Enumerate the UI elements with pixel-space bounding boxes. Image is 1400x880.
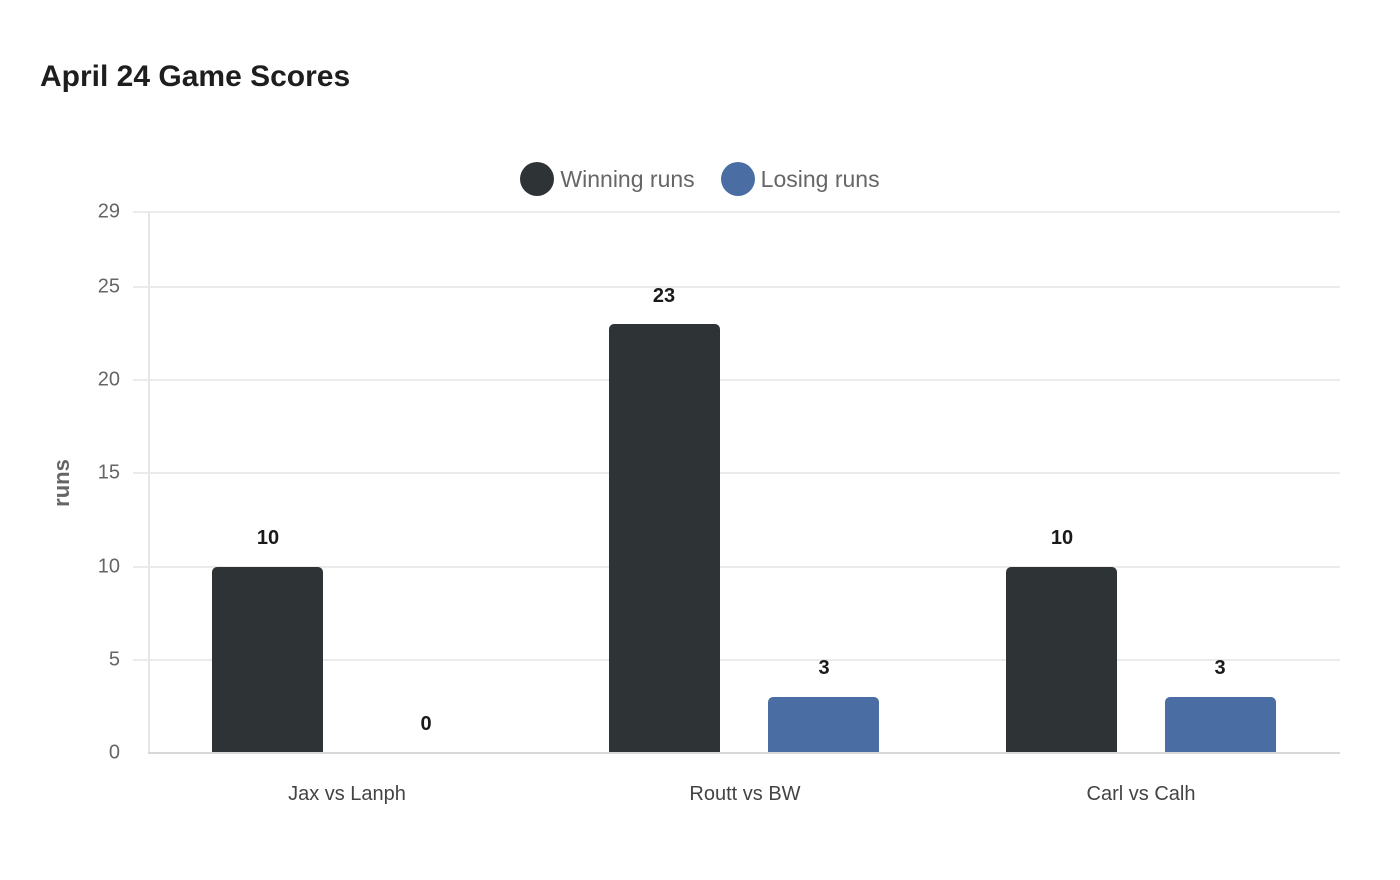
legend-item-losing-runs[interactable]: Losing runs: [720, 162, 880, 196]
bar-losing-routt-vs-bw[interactable]: [768, 697, 879, 753]
bar-value-label: 10: [1050, 527, 1074, 549]
y-axis-line: [148, 212, 150, 754]
legend-swatch-losing-icon: [720, 162, 755, 196]
bar-value-label: 3: [1214, 657, 1226, 679]
y-tick: 10: [97, 555, 120, 578]
bar-value-label: 3: [818, 657, 830, 679]
bar-losing-carl-vs-calh[interactable]: [1165, 697, 1276, 753]
gridline: [133, 472, 1340, 474]
bar-winning-routt-vs-bw[interactable]: [609, 324, 720, 753]
y-tick: 25: [97, 275, 120, 298]
x-axis-line: [148, 752, 1340, 754]
x-category-label: Routt vs BW: [689, 783, 801, 805]
gridline: [133, 659, 1340, 661]
x-category-label: Carl vs Calh: [1086, 783, 1196, 805]
legend-label: Losing runs: [760, 165, 880, 192]
bar-winning-jax-vs-lanph[interactable]: [212, 567, 323, 753]
bar-value-label: 10: [256, 527, 280, 549]
y-tick: 0: [108, 741, 120, 764]
legend-item-winning-runs[interactable]: Winning runs: [520, 162, 695, 196]
legend-label: Winning runs: [560, 165, 695, 192]
x-category-label: Jax vs Lanph: [288, 783, 406, 805]
bar-value-label: 23: [652, 285, 676, 307]
y-axis-label: runs: [49, 459, 74, 507]
gridline: [133, 566, 1340, 568]
y-tick: 20: [97, 368, 120, 391]
chart-title: April 24 Game Scores: [40, 60, 351, 93]
gridline: [133, 286, 1340, 288]
gridline: [133, 379, 1340, 381]
y-tick: 15: [97, 461, 120, 484]
gridline: [133, 211, 1340, 213]
y-tick: 29: [97, 200, 120, 223]
legend: Winning runs Losing runs: [0, 162, 1400, 196]
y-tick: 5: [108, 648, 120, 671]
bar-winning-carl-vs-calh[interactable]: [1006, 567, 1117, 753]
legend-swatch-winning-icon: [520, 162, 555, 196]
bar-value-label: 0: [420, 713, 432, 735]
